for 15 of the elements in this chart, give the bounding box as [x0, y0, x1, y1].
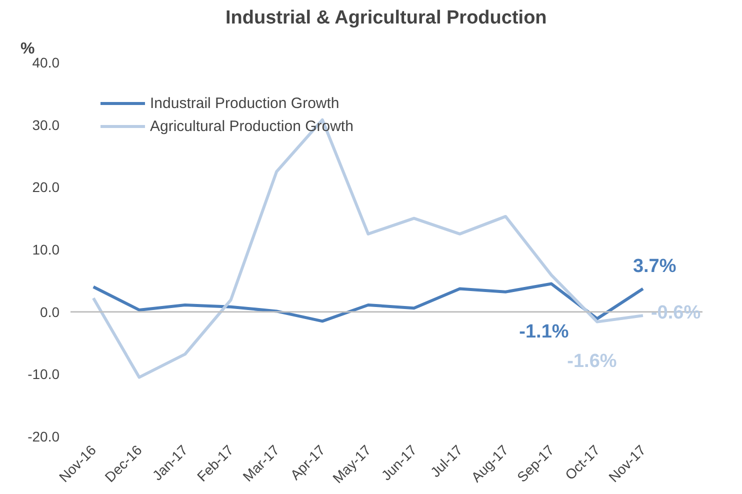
chart-title: Industrial & Agricultural Production: [226, 8, 547, 28]
y-tick-label: 0.0: [40, 304, 60, 320]
legend-label: Industrail Production Growth: [150, 94, 340, 112]
y-axis-title: %: [20, 40, 35, 58]
y-tick-label: -10.0: [28, 366, 60, 382]
data-label: 3.7%: [632, 256, 676, 277]
data-label: -1.6%: [567, 350, 617, 372]
legend-label: Agricultural Production Growth: [150, 118, 354, 134]
data-label: -1.1%: [519, 322, 569, 343]
y-tick-label: 20.0: [32, 179, 60, 196]
y-tick-label: -20.0: [28, 428, 60, 444]
y-tick-label: 30.0: [32, 116, 60, 133]
line-series: [92, 282, 644, 323]
y-tick-label: 40.0: [32, 54, 60, 70]
y-tick-label: 10.0: [32, 242, 60, 258]
